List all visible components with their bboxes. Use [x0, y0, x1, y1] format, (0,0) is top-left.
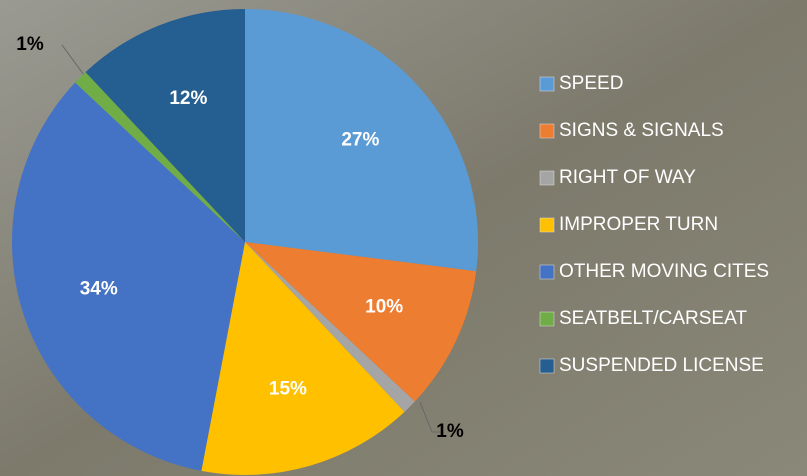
- legend-swatch: [540, 124, 554, 138]
- data-label: 34%: [80, 279, 118, 300]
- legend-label: SIGNS & SIGNALS: [559, 120, 724, 141]
- legend-label: SUSPENDED LICENSE: [559, 355, 764, 376]
- legend-label: SPEED: [559, 73, 623, 94]
- legend-swatch: [540, 218, 554, 232]
- data-label: 15%: [269, 379, 307, 400]
- legend-swatch: [540, 171, 554, 185]
- legend-label: IMPROPER TURN: [559, 214, 718, 235]
- data-label: 12%: [169, 88, 207, 109]
- legend-label: SEATBELT/CARSEAT: [559, 308, 747, 329]
- chart: 27% 10% 1% 15% 34% 1% 12% SPEED SIGNS & SIGNALS R…: [0, 0, 807, 476]
- data-label: 10%: [365, 296, 403, 317]
- legend-swatch: [540, 312, 554, 326]
- legend-label: RIGHT OF WAY: [559, 167, 696, 188]
- data-label: 1%: [16, 34, 44, 55]
- legend-swatch: [540, 265, 554, 279]
- legend-swatch: [540, 77, 554, 91]
- data-label: 1%: [436, 421, 464, 442]
- legend-swatch: [540, 359, 554, 373]
- legend-label: OTHER MOVING CITES: [559, 261, 769, 282]
- data-label: 27%: [341, 129, 379, 150]
